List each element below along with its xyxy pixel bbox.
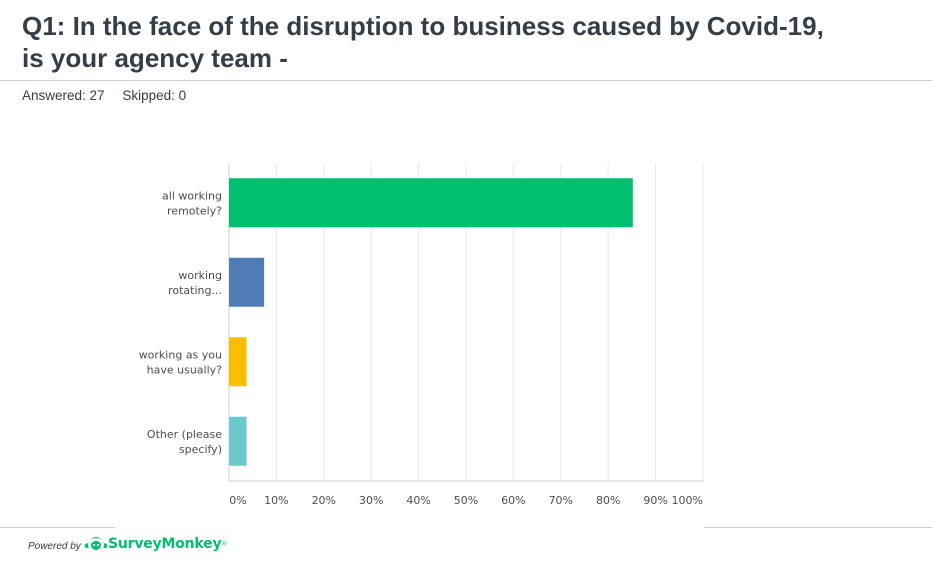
category-label-3-line-2: have usually? (147, 363, 223, 376)
category-label-1-line-2: remotely? (167, 204, 222, 217)
x-tick-label-1: 10% (264, 494, 288, 507)
answered-count: Answered: 27 (22, 88, 105, 103)
category-label-3-line-1: working as you (139, 348, 222, 361)
bar-2 (229, 257, 265, 307)
question-title-line-2: is your agency team - (22, 43, 288, 73)
bar-1 (229, 178, 633, 228)
response-stats: Answered: 27 Skipped: 0 (22, 88, 200, 103)
x-tick-label-2: 20% (312, 494, 336, 507)
x-tick-label-4: 40% (406, 494, 430, 507)
x-tick-label-0: 0% (229, 494, 246, 507)
category-label-2-line-2: rotating... (168, 284, 222, 297)
x-tick-label-9: 90% (643, 494, 667, 507)
surveymonkey-brand[interactable]: SurveyMonkey ® (84, 535, 227, 553)
x-tick-label-5: 50% (454, 494, 478, 507)
bar-3 (229, 337, 247, 387)
category-label-4-line-1: Other (please (147, 428, 222, 441)
title-divider (0, 80, 932, 81)
surveymonkey-logo-icon (84, 537, 108, 550)
x-tick-label-8: 80% (596, 494, 620, 507)
category-label-1-line-1: all working (162, 189, 222, 202)
question-title-line-1: Q1: In the face of the disruption to bus… (22, 11, 824, 41)
skipped-count: Skipped: 0 (122, 88, 187, 103)
x-tick-label-3: 30% (359, 494, 383, 507)
footer-divider-right (704, 527, 932, 528)
x-tick-label-10: 100% (672, 494, 703, 507)
category-label-4-line-2: specify) (179, 443, 222, 456)
trademark-symbol: ® (221, 540, 227, 548)
surveymonkey-wordmark: SurveyMonkey (108, 536, 222, 552)
category-label-2-line-1: working (178, 269, 222, 282)
question-title: Q1: In the face of the disruption to bus… (22, 10, 912, 74)
x-tick-label-7: 70% (549, 494, 573, 507)
bar-4 (229, 416, 247, 466)
x-tick-label-6: 60% (501, 494, 525, 507)
bar-chart: all working remotely? working rotating... wo… (139, 163, 704, 507)
footer-divider-left (0, 527, 115, 528)
powered-by-label: Powered by (28, 541, 81, 552)
